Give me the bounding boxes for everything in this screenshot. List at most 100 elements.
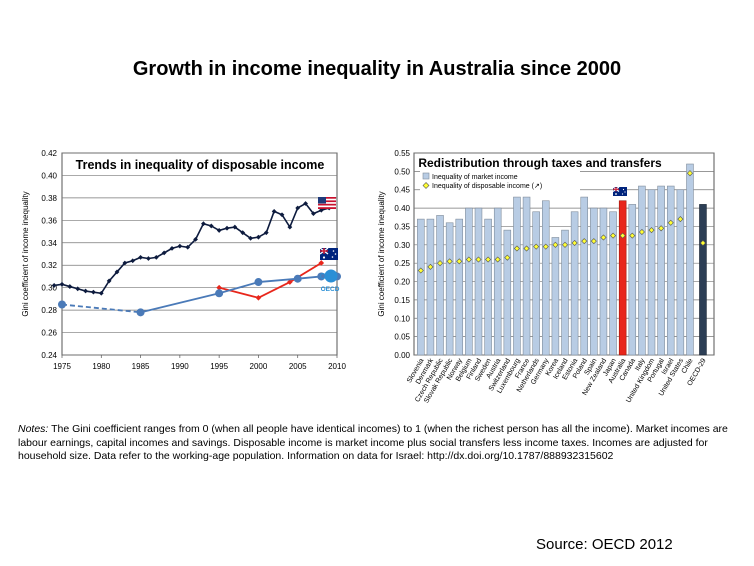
us-data-point (311, 211, 316, 216)
market-income-bar (666, 185, 675, 356)
market-income-bar (532, 211, 540, 356)
source-credit: Source: OECD 2012 (536, 536, 673, 553)
left-y-tick-label: 0.30 (41, 284, 57, 293)
us-data-point (177, 243, 183, 249)
us-data-point (201, 221, 206, 227)
us-data-point (161, 250, 167, 256)
left-y-tick-label: 0.26 (41, 329, 57, 338)
market-income-bar (590, 207, 598, 356)
us-data-point (83, 288, 88, 294)
left-y-tick-label: 0.32 (41, 261, 57, 270)
right-y-tick-label: 0.25 (394, 259, 410, 268)
right-bars (417, 163, 707, 356)
left-x-tick-label: 1985 (132, 362, 150, 371)
australia-data-point (255, 294, 262, 301)
oecd-data-point (136, 308, 145, 317)
left-y-tick-label: 0.24 (41, 351, 57, 360)
disposable-income-marker (485, 256, 492, 263)
us-data-point (240, 230, 246, 236)
australia-flag-icon (612, 186, 627, 196)
market-income-bar (513, 196, 521, 356)
right-chart-title: Redistribution through taxes and transfe… (418, 156, 662, 170)
market-income-bar (436, 215, 444, 356)
right-y-tick-label: 0.10 (394, 314, 410, 323)
us-data-point (232, 224, 238, 230)
left-gridlines (61, 152, 338, 358)
us-data-point (295, 205, 301, 211)
left-x-tick-label: 1995 (210, 362, 228, 371)
market-income-bar (417, 218, 425, 356)
right-y-tick-label: 0.35 (394, 222, 410, 231)
market-income-bar (686, 163, 694, 356)
market-income-bar (551, 237, 560, 356)
market-income-bar (455, 218, 464, 356)
market-income-bar (465, 207, 473, 356)
disposable-income-marker (699, 239, 706, 247)
disposable-income-marker (667, 219, 674, 226)
disposable-income-marker (581, 238, 588, 245)
us-data-point (224, 225, 230, 231)
left-y-tick-label: 0.28 (41, 306, 57, 315)
left-x-tick-label: 2005 (289, 362, 307, 371)
us-data-point (216, 228, 222, 233)
us-data-point (122, 260, 128, 266)
disposable-income-marker (475, 256, 482, 263)
us-data-point (271, 208, 277, 214)
disposable-income-marker (494, 256, 501, 263)
market-income-bar (445, 222, 454, 356)
disposable-income-marker (523, 245, 530, 252)
disposable-income-marker (600, 234, 607, 241)
market-income-bar (426, 218, 435, 356)
right-y-tick-label: 0.45 (394, 186, 410, 195)
disposable-income-marker (533, 243, 540, 250)
disposable-income-marker (513, 245, 520, 252)
disposable-income-marker (465, 256, 472, 263)
us-data-point (279, 212, 285, 218)
right-y-tick-label: 0.05 (394, 333, 410, 342)
left-x-tick-label: 2010 (328, 362, 346, 371)
legend-disposable-marker (422, 182, 430, 189)
oecd-logo-text: OECD (321, 286, 340, 293)
chart-redistribution: 0.00 0.05 0.10 0.15 0.20 0.25 0.30 0.35 0.40 0.45… (377, 149, 715, 404)
disposable-income-marker (686, 170, 693, 177)
left-x-tick-label: 2000 (250, 362, 268, 371)
disposable-income-marker (542, 243, 549, 250)
market-income-bar (542, 200, 550, 356)
right-y-tick-label: 0.00 (394, 351, 410, 360)
oecd-data-point (215, 289, 224, 298)
disposable-income-marker (610, 232, 617, 239)
disposable-income-marker (677, 216, 684, 223)
market-income-bar (484, 218, 492, 356)
oecd-data-point (254, 278, 263, 287)
left-x-tick-label: 1990 (171, 362, 189, 371)
us-data-point (106, 278, 112, 284)
market-income-bar (699, 204, 707, 356)
right-title-bg (420, 156, 660, 170)
us-data-point (256, 234, 261, 240)
us-data-point (75, 286, 81, 292)
disposable-income-marker (552, 241, 559, 248)
left-y-tick-label: 0.34 (41, 239, 57, 248)
market-income-bar (618, 200, 627, 356)
right-legend: Inequality of market income Inequality o… (420, 170, 580, 194)
legend-market-label: Inequality of market income (432, 174, 518, 181)
left-x-tick-labels: 1975 1980 1985 1990 1995 2000 2005 2010 (53, 362, 346, 371)
market-income-bar (570, 211, 579, 356)
us-data-point (185, 244, 191, 250)
left-series (51, 201, 341, 317)
market-income-bar (647, 189, 656, 356)
market-income-bar (493, 207, 502, 356)
right-y-tick-label: 0.20 (394, 278, 410, 287)
page-title: Growth in income inequality in Australia… (132, 58, 622, 80)
market-income-bar (638, 185, 646, 356)
left-y-tick-label: 0.40 (41, 171, 57, 180)
market-income-bar (503, 229, 512, 356)
right-y-tick-labels: 0.00 0.05 0.10 0.15 0.20 0.25 0.30 0.35 0.40 0.45… (394, 149, 410, 360)
us-data-point (153, 254, 159, 260)
market-income-bar (628, 204, 637, 356)
us-data-point (169, 245, 175, 251)
us-data-point (287, 224, 293, 230)
left-y-axis-label: Gini coefficient of income inequality (21, 191, 30, 316)
left-chart-title: Trends in inequality of disposable incom… (76, 158, 325, 172)
oecd-series-line-dashed (61, 303, 141, 314)
